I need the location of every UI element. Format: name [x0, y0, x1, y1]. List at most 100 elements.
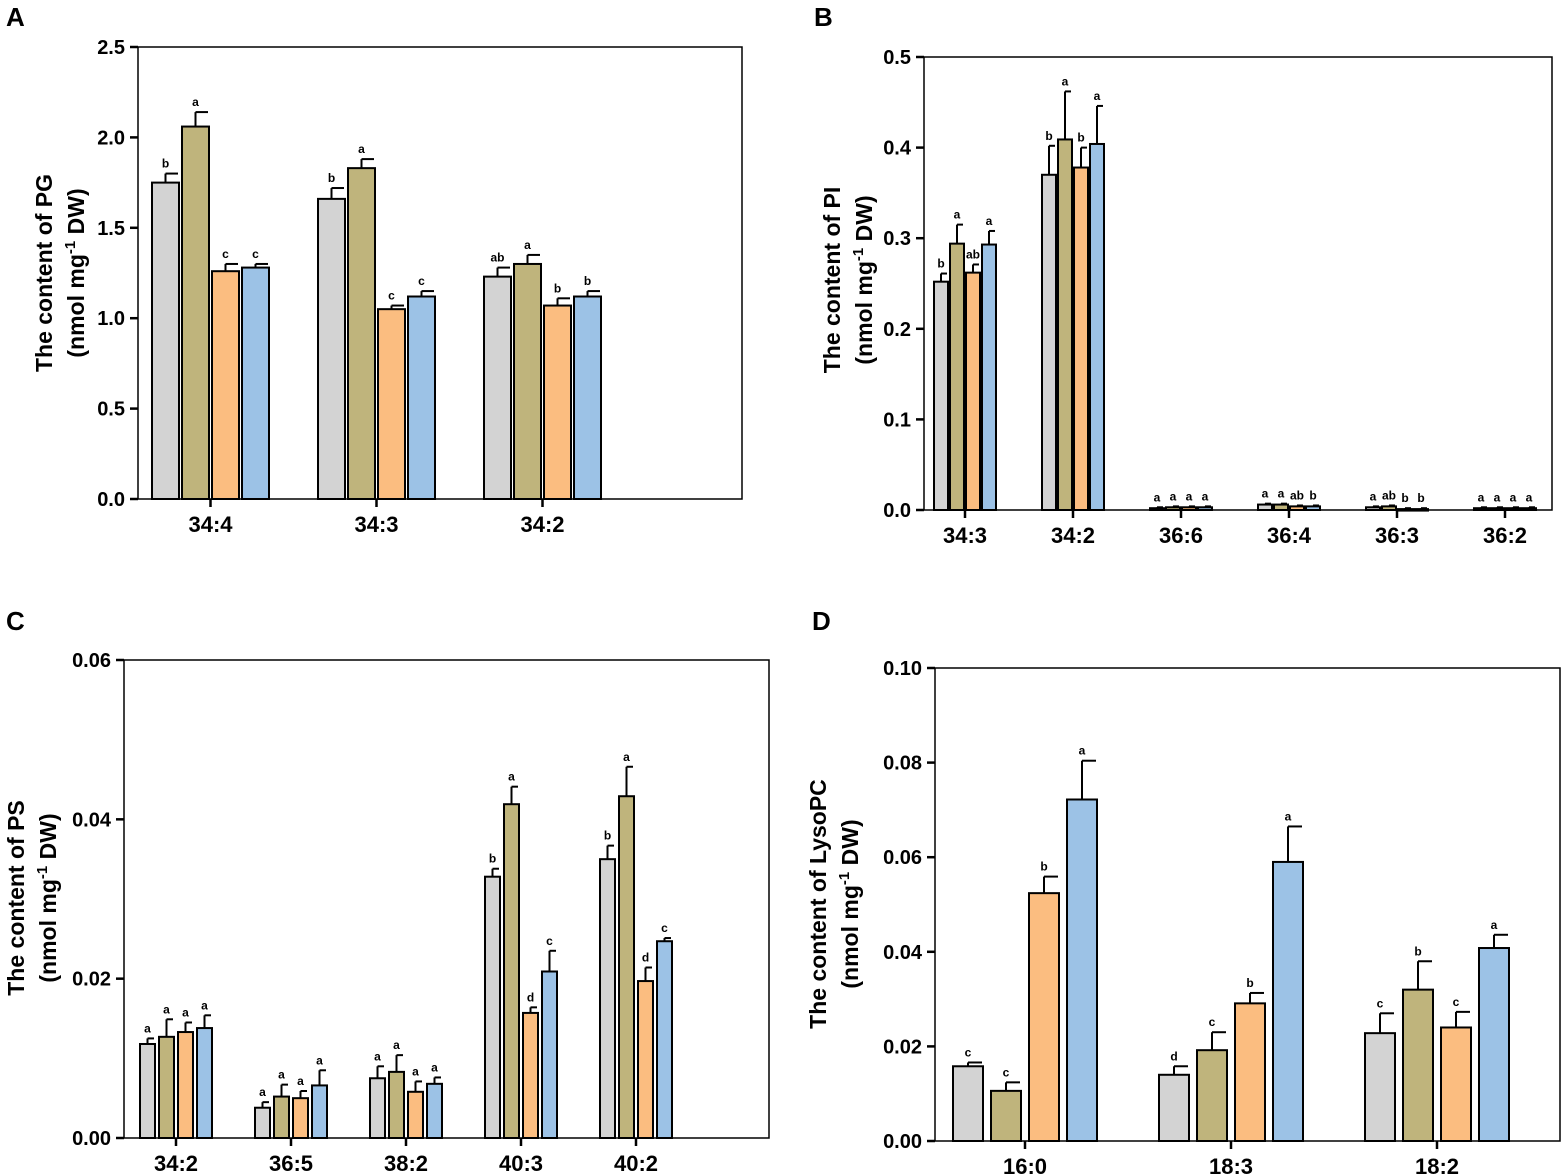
significance-letter: d	[527, 990, 534, 1004]
bar	[388, 1070, 405, 1140]
significance-letter: a	[954, 208, 961, 222]
significance-letter: b	[584, 274, 591, 288]
significance-letter: a	[1202, 489, 1209, 503]
x-tick-label: 38:2	[384, 1151, 428, 1174]
significance-letter: a	[431, 1060, 438, 1074]
bar	[292, 1097, 309, 1139]
bar	[513, 262, 542, 500]
plot-frame	[123, 659, 770, 1139]
significance-letter: b	[328, 171, 335, 185]
bar	[573, 295, 602, 500]
significance-letter: a	[393, 1038, 400, 1052]
y-tick-label: 0.02	[883, 1036, 922, 1058]
significance-letter: a	[1285, 809, 1292, 823]
significance-letter: a	[1478, 490, 1485, 504]
bar	[599, 858, 616, 1140]
bar	[196, 1027, 213, 1140]
significance-letter: d	[1170, 1049, 1177, 1063]
significance-letter: b	[1309, 488, 1316, 502]
significance-letter: b	[937, 257, 944, 271]
y-tick-label: 0.4	[883, 138, 912, 160]
significance-letter: c	[661, 921, 668, 935]
y-axis-unit-label: (nmol mg-1 DW)	[62, 188, 89, 357]
bar	[484, 875, 501, 1140]
significance-letter: c	[965, 1045, 972, 1059]
bar	[1066, 798, 1098, 1143]
bar	[990, 1089, 1022, 1143]
y-axis-unit-label: (nmol mg-1 DW)	[836, 819, 863, 988]
x-tick-label: 16:0	[1003, 1154, 1047, 1174]
significance-letter: ab	[966, 247, 980, 261]
x-tick-label: 34:2	[1051, 523, 1095, 548]
x-tick-label: 34:4	[188, 512, 233, 537]
significance-letter: b	[162, 157, 169, 171]
significance-letter: c	[1003, 1065, 1010, 1079]
bar	[1478, 947, 1510, 1142]
bar	[933, 280, 949, 511]
bar	[1365, 506, 1381, 512]
significance-letter: a	[1278, 487, 1285, 501]
bar	[1402, 988, 1434, 1143]
significance-letter: b	[1077, 131, 1084, 145]
bar	[543, 304, 572, 500]
bar	[311, 1084, 328, 1140]
x-tick-label: 36:6	[1159, 523, 1203, 548]
significance-letter: a	[144, 1021, 151, 1035]
y-tick-label: 1.0	[97, 308, 125, 330]
y-tick-label: 0.2	[883, 319, 911, 341]
significance-letter: c	[1209, 1015, 1216, 1029]
significance-letter: a	[1526, 490, 1533, 504]
y-tick-label: 0.1	[883, 409, 911, 431]
panel-a: A 0.0 0.5 1.0 1.5 2.0 2.5 The content of PG (nmo…	[6, 2, 743, 537]
bar	[151, 181, 180, 500]
y-axis-label: The content of PS	[3, 800, 29, 996]
x-tick-label: 36:5	[269, 1151, 313, 1174]
bar	[407, 1090, 424, 1139]
significance-letter: a	[524, 238, 531, 252]
bar	[541, 970, 558, 1139]
significance-letter: a	[1079, 744, 1086, 758]
x-tick-label: 36:4	[1267, 523, 1312, 548]
bar	[1364, 1032, 1396, 1143]
significance-letter: a	[1510, 490, 1517, 504]
significance-letter: c	[1377, 996, 1384, 1010]
significance-letter: a	[163, 1002, 170, 1016]
y-tick-label: 0.10	[883, 658, 922, 680]
y-tick-label: 0.5	[883, 47, 911, 69]
significance-letter: b	[1045, 129, 1052, 143]
y-tick-label: 0.02	[72, 969, 111, 991]
significance-letter: a	[297, 1074, 304, 1088]
bar	[1257, 503, 1273, 511]
plot-frame	[137, 46, 743, 500]
bar	[1028, 892, 1060, 1143]
bar	[1489, 507, 1505, 511]
significance-letter: a	[374, 1049, 381, 1063]
significance-letter: a	[412, 1064, 419, 1078]
significance-letter: a	[182, 1005, 189, 1019]
bar	[1397, 508, 1413, 512]
y-axis-label: The content of PG	[31, 174, 57, 372]
significance-letter: a	[278, 1068, 285, 1082]
bar	[254, 1106, 271, 1140]
significance-letter: c	[1453, 995, 1460, 1009]
y-tick-label: 0.00	[72, 1128, 111, 1150]
bar	[1196, 1049, 1228, 1142]
bar	[1305, 505, 1321, 512]
significance-letter: a	[259, 1085, 266, 1099]
panel-letter: D	[812, 606, 831, 636]
bar	[618, 795, 635, 1139]
x-tick-label: 40:2	[614, 1151, 658, 1174]
bar	[965, 271, 981, 511]
y-tick-label: 2.0	[97, 127, 125, 149]
bar	[1089, 142, 1105, 511]
significance-letter: a	[1262, 487, 1269, 501]
bar	[273, 1095, 290, 1140]
bar	[1158, 1073, 1190, 1143]
bar	[1381, 505, 1397, 512]
bar	[1197, 506, 1213, 512]
significance-letter: b	[1414, 944, 1421, 958]
significance-letter: a	[623, 750, 630, 764]
bar	[949, 242, 965, 512]
y-tick-label: 0.04	[72, 809, 112, 831]
y-tick-label: 0.08	[883, 753, 922, 775]
